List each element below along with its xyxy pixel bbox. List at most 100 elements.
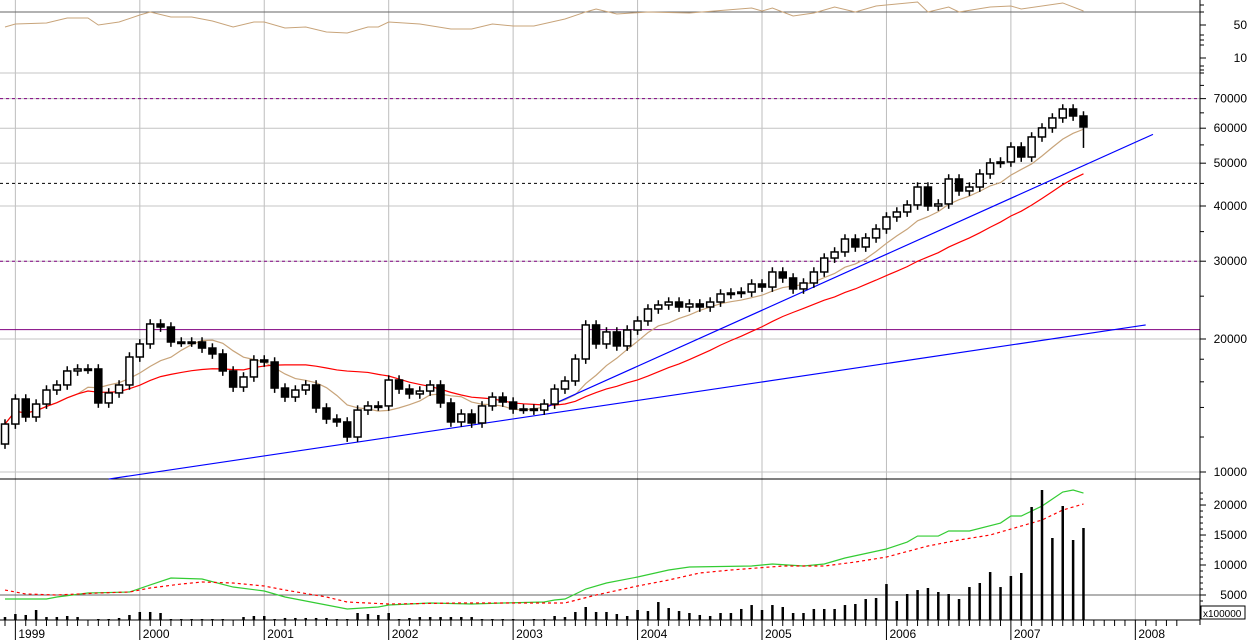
year-label: 2005 [765, 627, 792, 640]
candle-body [819, 257, 829, 273]
candle [260, 355, 269, 367]
candle-body [1048, 117, 1057, 129]
candle-body [529, 408, 539, 412]
volume-indicator-red [4, 503, 1084, 605]
price-tick-label: 20000 [1214, 332, 1248, 346]
candle-body [166, 326, 176, 343]
candle-body [695, 303, 705, 308]
candle [384, 375, 393, 411]
candle [913, 182, 922, 210]
candle [239, 372, 248, 392]
candle-body [902, 204, 912, 213]
candle-body [384, 379, 393, 407]
candle [104, 388, 113, 408]
candle-body [156, 323, 165, 328]
moving-average-24 [4, 173, 1084, 425]
candle [498, 392, 508, 407]
candle-body [882, 216, 891, 230]
candle-body [1079, 115, 1088, 128]
candle [291, 385, 300, 402]
indicator-tick-label: 10 [1234, 51, 1248, 65]
candle-body [197, 341, 207, 349]
candle [125, 352, 134, 390]
volume-tick-label: 20000 [1214, 498, 1248, 512]
candle [114, 380, 124, 398]
candle [73, 364, 82, 376]
candle-body [965, 186, 974, 192]
candle-body [788, 277, 798, 290]
candle-body [809, 271, 819, 284]
candle-body [1068, 108, 1078, 117]
candle [654, 300, 663, 314]
candle-body [239, 376, 248, 388]
candle-body [498, 396, 508, 403]
candle [871, 224, 881, 243]
candle-body [415, 390, 425, 395]
candle-body [311, 384, 321, 409]
trendline [108, 324, 1146, 480]
volume-indicator-green [5, 489, 1084, 610]
candle [311, 380, 321, 413]
candle [985, 158, 995, 179]
candle [363, 401, 373, 415]
candle [602, 327, 611, 349]
candle-body [62, 370, 72, 386]
candle [633, 316, 642, 335]
candle [882, 212, 891, 234]
candle-body [934, 203, 943, 207]
candle-body [571, 358, 580, 382]
candle-body [871, 228, 881, 239]
candle [218, 349, 228, 376]
candle [840, 234, 850, 257]
candle [612, 327, 622, 351]
trendline [539, 133, 1154, 411]
candle-body [726, 292, 736, 296]
candle-body [654, 304, 663, 310]
candle [1006, 142, 1016, 167]
candle-body [508, 401, 518, 410]
candle [135, 339, 145, 362]
candle [467, 409, 476, 428]
candle [944, 174, 953, 209]
candle-body [21, 398, 30, 418]
candle [249, 355, 259, 382]
candle-body [591, 324, 601, 345]
year-label: 2008 [1138, 627, 1165, 640]
candle-body [705, 301, 715, 308]
candle [591, 320, 601, 349]
price-tick-label: 30000 [1214, 254, 1248, 268]
candle-body [104, 392, 113, 404]
candle-body [602, 331, 611, 345]
candle [716, 289, 725, 307]
candle [799, 278, 808, 294]
candle-body [622, 329, 632, 347]
candle-body [560, 380, 570, 390]
candle-body [114, 384, 124, 394]
candle-body [757, 283, 767, 288]
candle [1058, 104, 1067, 123]
candle-body [342, 421, 352, 438]
candle-body [1017, 146, 1026, 158]
candle [62, 366, 72, 390]
candle-body [374, 405, 383, 409]
candle-body [830, 251, 839, 259]
candle-body [83, 368, 93, 372]
candle-body [0, 423, 10, 445]
candle [778, 267, 787, 283]
candle [685, 299, 694, 312]
candle [550, 384, 559, 409]
candle-body [1058, 108, 1067, 119]
candle-body [488, 396, 497, 407]
candle-body [674, 301, 684, 308]
candle [975, 169, 985, 192]
candle-body [436, 384, 445, 404]
candle [954, 174, 964, 196]
candle [11, 394, 20, 429]
candle [768, 267, 777, 292]
candle-body [840, 238, 850, 253]
candle-body [208, 347, 217, 355]
candle [508, 397, 518, 414]
candle-body [716, 293, 725, 303]
candle [145, 319, 155, 349]
